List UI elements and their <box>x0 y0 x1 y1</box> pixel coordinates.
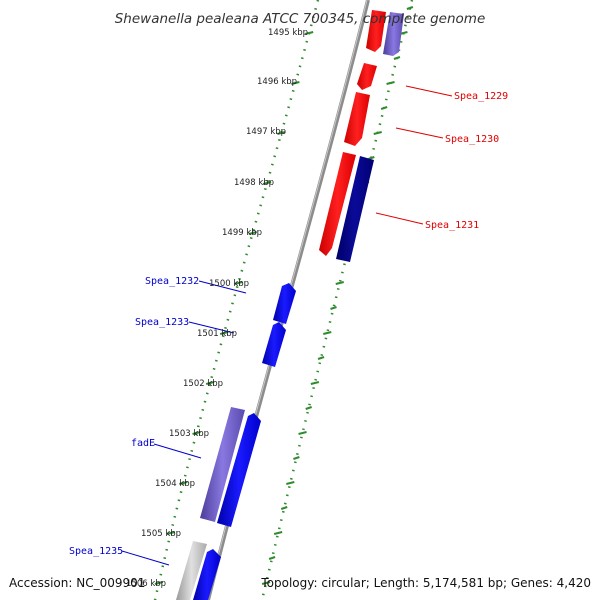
major-tick <box>298 431 307 435</box>
leader-line-spea-1232 <box>198 280 247 294</box>
major-tick <box>304 31 314 35</box>
accession-text: Accession: NC_009901 <box>9 576 145 590</box>
gene-label-spea-1232[interactable]: Spea_1232 <box>145 276 199 287</box>
tick-label: 1506 kbp <box>126 579 166 589</box>
gene-arrow-spea-1230[interactable] <box>344 92 370 146</box>
gene-label-spea-1235[interactable]: Spea_1235 <box>69 546 123 557</box>
tick-label: 1504 kbp <box>155 479 195 489</box>
minor-tick <box>305 406 313 410</box>
minor-tick <box>293 456 300 460</box>
major-tick <box>323 331 332 335</box>
tick-label: 1497 kbp <box>246 127 286 137</box>
tick-label: 1499 kbp <box>222 228 262 238</box>
leader-line-spea-1230 <box>395 127 444 139</box>
tick-label: 1495 kbp <box>268 28 308 38</box>
gene-arrow-reverse[interactable] <box>366 10 386 52</box>
major-tick <box>179 481 188 485</box>
major-tick <box>234 281 243 285</box>
leader-line-spea-1229 <box>405 85 453 97</box>
gene-arrow-spea-1231[interactable] <box>319 152 356 256</box>
gene-feature-gray <box>176 541 207 600</box>
minor-tick <box>393 56 401 60</box>
gene-arrow-spea-1235[interactable] <box>193 549 221 600</box>
tick-label: 1496 kbp <box>257 77 297 87</box>
gene-label-spea-1230[interactable]: Spea_1230 <box>445 134 499 145</box>
gene-label-fade[interactable]: fadE <box>131 438 155 449</box>
major-tick <box>166 531 176 535</box>
leader-line-spea-1235 <box>121 550 170 566</box>
tick-label: 1502 kbp <box>183 379 223 389</box>
major-tick <box>261 581 271 585</box>
minor-tick <box>330 306 337 310</box>
gene-arrow-spea-1233[interactable] <box>262 322 286 367</box>
major-tick <box>277 131 286 135</box>
major-tick <box>310 381 320 385</box>
minor-tick <box>406 6 414 10</box>
scale-tick-labels: 1495 kbp 1496 kbp 1497 kbp 1498 kbp 1499… <box>126 28 308 589</box>
major-tick <box>373 131 382 135</box>
topology-text: Topology: circular; Length: 5,174,581 bp… <box>260 576 591 590</box>
major-tick <box>205 381 215 385</box>
major-tick <box>273 531 283 535</box>
minor-tick <box>368 156 375 160</box>
major-tick <box>262 181 272 185</box>
minor-tick <box>280 506 288 510</box>
gene-arrow-spea-1231-dark[interactable] <box>336 156 374 262</box>
gene-label-spea-1233[interactable]: Spea_1233 <box>135 317 189 328</box>
tick-label: 1500 kbp <box>209 279 249 289</box>
major-tick <box>291 81 300 85</box>
major-tick <box>192 431 201 435</box>
leader-line-spea-1233 <box>188 321 235 334</box>
gene-arrow-spea-1229[interactable] <box>357 63 377 90</box>
gene-arrow-fade[interactable] <box>217 413 261 527</box>
minor-tick <box>380 106 388 110</box>
major-tick <box>335 281 344 285</box>
major-tick <box>286 481 295 485</box>
leader-line-spea-1231 <box>375 212 424 225</box>
minor-tick <box>317 356 325 360</box>
leader-line-fade <box>153 443 202 459</box>
gene-label-spea-1231[interactable]: Spea_1231 <box>425 220 479 231</box>
tick-label: 1503 kbp <box>169 429 209 439</box>
gene-arrow-reverse-dark[interactable] <box>383 12 404 56</box>
major-tick <box>219 331 229 335</box>
major-tick <box>386 81 395 85</box>
gene-arrow-fade-light[interactable] <box>200 407 245 522</box>
gene-label-spea-1229[interactable]: Spea_1229 <box>454 91 508 102</box>
tick-label: 1501 kbp <box>197 329 237 339</box>
minor-tick <box>268 556 276 560</box>
major-tick <box>154 581 164 585</box>
tick-label: 1498 kbp <box>234 178 274 188</box>
inner-dotted-track <box>153 0 320 600</box>
gene-arrow-spea-1232[interactable] <box>273 283 296 324</box>
map-title: Shewanella pealeana ATCC 700345, complet… <box>115 11 486 27</box>
tick-label: 1505 kbp <box>141 529 181 539</box>
major-tick <box>248 231 257 235</box>
